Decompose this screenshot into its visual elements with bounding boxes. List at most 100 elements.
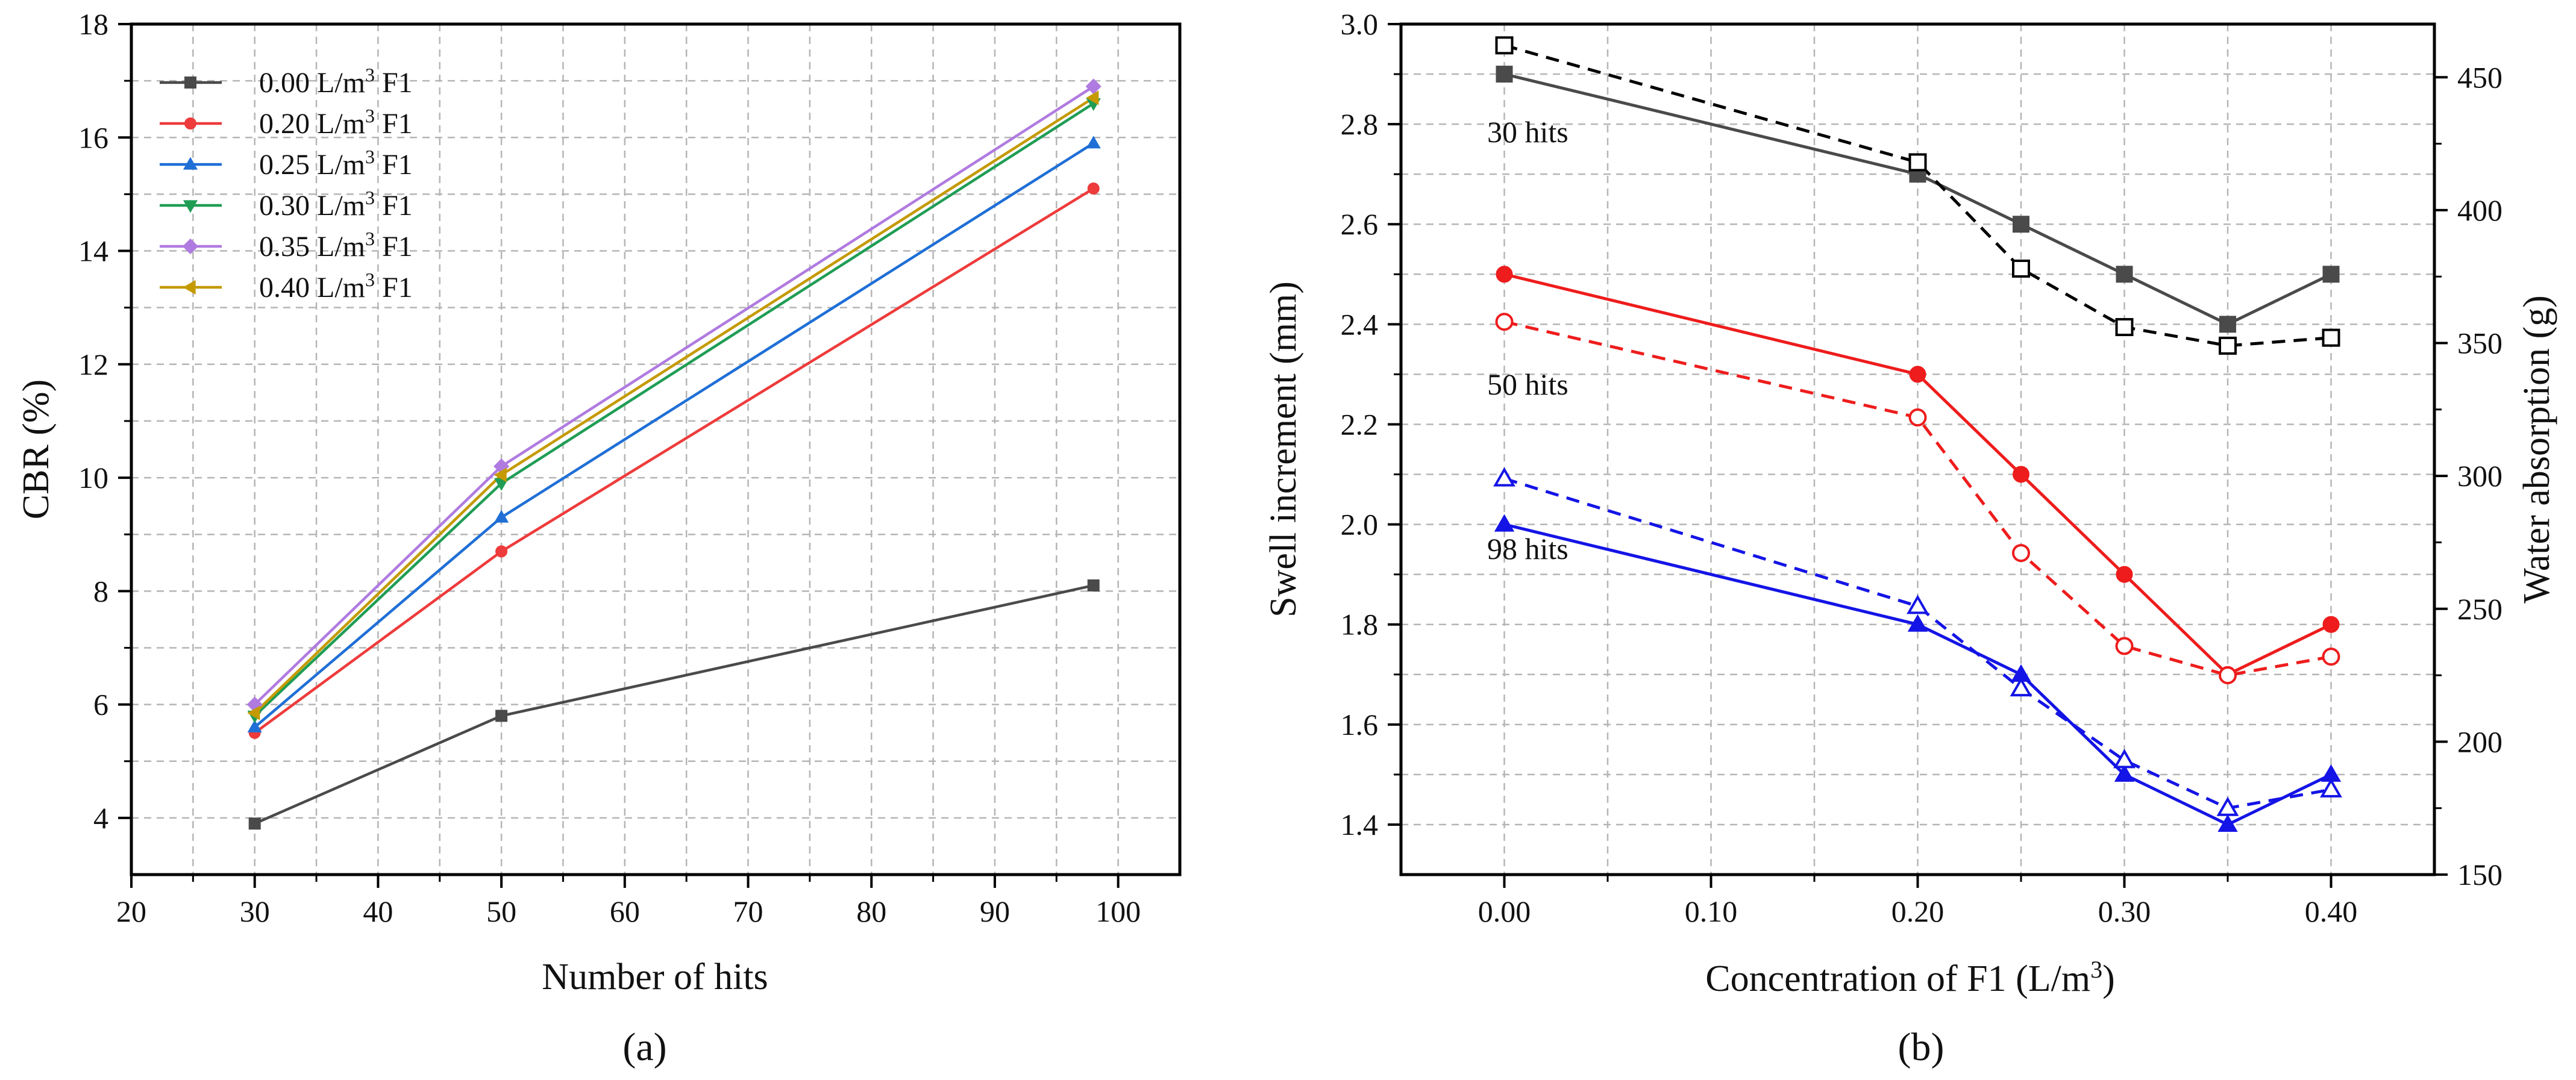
annotation-30-hits: 30 hits bbox=[1487, 115, 1568, 149]
panel-a-y-tick-label: 8 bbox=[93, 574, 108, 608]
panel-b-point-4-1 bbox=[1907, 614, 1928, 632]
panel-a-x-tick-label: 80 bbox=[856, 894, 886, 928]
legend-label-main: 0.00 L/m bbox=[259, 67, 365, 99]
panel-b-point-1-2 bbox=[2012, 259, 2030, 278]
panel-a-y-tick-label: 16 bbox=[78, 120, 108, 154]
legend-label-main: 0.25 L/m bbox=[259, 149, 365, 181]
panel-a-series-markers bbox=[246, 78, 1102, 830]
legend-swatch-marker-2 bbox=[183, 157, 198, 170]
panel-b-x-axis-title-main: Concentration of F1 (L/m bbox=[1705, 958, 2090, 999]
panel-b-point-3-5 bbox=[2322, 648, 2340, 666]
panel-a-x-tick-label: 60 bbox=[610, 894, 640, 928]
panel-a-y-axis-title: CBR (%) bbox=[16, 379, 57, 520]
legend-label-main: 0.40 L/m bbox=[259, 272, 365, 304]
panel-b-point-5-3 bbox=[2113, 749, 2136, 769]
panel-b-series-lines bbox=[1503, 43, 2332, 826]
panel-b-point-3-2 bbox=[2012, 544, 2030, 563]
panel-b-right-axis-title: Water absorption (g) bbox=[2516, 295, 2557, 604]
legend-label-5: 0.40 L/m3 F1 bbox=[259, 269, 413, 304]
panel-a-y-tick-label: 6 bbox=[93, 688, 108, 722]
panel-b-label: (b) bbox=[1898, 1025, 1945, 1069]
panel-b-left-tick-label: 1.6 bbox=[1341, 708, 1379, 741]
annotation-50-hits: 50 hits bbox=[1487, 367, 1568, 401]
panel-b-point-5-1 bbox=[1907, 595, 1929, 614]
panel-b-point-3-3 bbox=[2115, 637, 2134, 655]
panel-a-cbr-chart: 20 30 40 50 60 70 80 90 100 4 6 8 10 12 14 16 18 0.00 L/… bbox=[16, 7, 1182, 1069]
panel-a-x-tick-label: 30 bbox=[240, 894, 270, 928]
panel-b-series-line-1 bbox=[1503, 43, 2331, 348]
legend-label-2: 0.25 L/m3 F1 bbox=[259, 146, 413, 181]
panel-b-point-0-3 bbox=[2116, 266, 2133, 283]
panel-a-label: (a) bbox=[622, 1025, 666, 1069]
panel-b-point-1-3 bbox=[2115, 318, 2134, 337]
legend-label-end: F1 bbox=[375, 190, 413, 222]
panel-b-left-tick-label: 1.4 bbox=[1341, 808, 1379, 841]
panel-a-point-2-1 bbox=[494, 510, 509, 523]
legend-label-1: 0.20 L/m3 F1 bbox=[259, 105, 413, 140]
annotation-98-hits: 98 hits bbox=[1487, 532, 1568, 566]
panel-b-point-1-1 bbox=[1908, 153, 1927, 172]
panel-b-swell-absorption-chart: 0.00 0.10 0.20 0.30 0.40 1.4 1.6 1.8 2.0 2.2 2.4 2.… bbox=[1263, 7, 2557, 1069]
panel-b-point-2-2 bbox=[2013, 466, 2029, 483]
panel-b-series-line-4 bbox=[1503, 523, 2332, 826]
legend-label-sup: 3 bbox=[365, 146, 375, 167]
panel-b-point-2-3 bbox=[2116, 566, 2133, 583]
legend-label-0: 0.00 L/m3 F1 bbox=[259, 64, 413, 99]
legend-label-sup: 3 bbox=[365, 269, 375, 290]
legend-label-end: F1 bbox=[375, 149, 413, 181]
panel-a-point-5-2 bbox=[1086, 90, 1099, 105]
panel-b-point-1-5 bbox=[2322, 328, 2340, 347]
panel-a-point-0-0 bbox=[248, 817, 261, 830]
panel-b-right-tick-label: 350 bbox=[2457, 326, 2502, 360]
panel-b-point-0-4 bbox=[2219, 316, 2236, 333]
panel-b-left-tick-label: 2.6 bbox=[1341, 207, 1379, 241]
panel-b-series-line-3 bbox=[1503, 320, 2331, 677]
panel-a-ticks: 20 30 40 50 60 70 80 90 100 4 6 8 10 12 14 16 18 bbox=[78, 7, 1141, 928]
panel-b-x-tick-label: 0.30 bbox=[2098, 894, 2151, 928]
panel-a-point-2-2 bbox=[1086, 136, 1101, 149]
panel-b-right-tick-label: 450 bbox=[2457, 60, 2502, 94]
panel-a-point-1-2 bbox=[1087, 182, 1100, 195]
panel-a-y-tick-label: 12 bbox=[78, 348, 108, 381]
panel-b-series-markers bbox=[1493, 36, 2342, 832]
panel-b-point-5-4 bbox=[2216, 796, 2239, 816]
panel-a-x-axis-title: Number of hits bbox=[542, 957, 768, 997]
legend-label-end: F1 bbox=[375, 108, 413, 140]
legend-label-sup: 3 bbox=[365, 105, 375, 126]
legend-swatch-marker-0 bbox=[184, 76, 196, 89]
panel-a-point-4-2 bbox=[1085, 78, 1102, 95]
panel-b-point-3-0 bbox=[1495, 313, 1514, 331]
legend-label-sup: 3 bbox=[365, 187, 375, 208]
panel-a-plot-frame bbox=[130, 22, 1182, 876]
panel-b-left-tick-label: 1.8 bbox=[1341, 608, 1379, 641]
panel-a-grid bbox=[131, 24, 1180, 875]
panel-b-grid bbox=[1401, 24, 2434, 875]
panel-b-series-line-2 bbox=[1503, 272, 2332, 676]
panel-a-x-tick-label: 70 bbox=[733, 894, 763, 928]
panel-a-legend: 0.00 L/m3 F10.20 L/m3 F10.25 L/m3 F10.30… bbox=[160, 64, 413, 304]
panel-b-point-5-5 bbox=[2320, 778, 2342, 798]
panel-b-point-5-0 bbox=[1493, 467, 1515, 487]
panel-a-point-5-1 bbox=[494, 467, 507, 482]
legend-label-end: F1 bbox=[375, 272, 413, 304]
panel-b-right-tick-label: 250 bbox=[2457, 592, 2502, 626]
panel-b-point-1-0 bbox=[1495, 36, 1514, 55]
panel-b-x-tick-label: 0.40 bbox=[2305, 894, 2358, 928]
panel-b-point-2-0 bbox=[1496, 266, 1513, 283]
panel-a-y-tick-label: 14 bbox=[78, 234, 108, 268]
panel-b-point-0-5 bbox=[2322, 266, 2340, 283]
legend-swatch-marker-3 bbox=[183, 200, 198, 213]
panel-b-point-4-0 bbox=[1494, 514, 1515, 532]
panel-a-point-0-1 bbox=[495, 710, 508, 722]
panel-b-left-tick-label: 2.8 bbox=[1341, 107, 1379, 141]
panel-a-x-tick-label: 50 bbox=[486, 894, 516, 928]
panel-b-right-tick-label: 150 bbox=[2457, 858, 2502, 891]
legend-label-end: F1 bbox=[375, 231, 413, 263]
legend-label-sup: 3 bbox=[365, 64, 375, 86]
panel-a-x-tick-label: 40 bbox=[363, 894, 393, 928]
panel-b-x-axis-title-end: ) bbox=[2102, 958, 2115, 999]
legend-label-main: 0.20 L/m bbox=[259, 108, 365, 140]
panel-a-point-2-0 bbox=[247, 719, 262, 732]
panel-b-point-4-3 bbox=[2114, 764, 2135, 782]
legend-label-sup: 3 bbox=[365, 228, 375, 249]
